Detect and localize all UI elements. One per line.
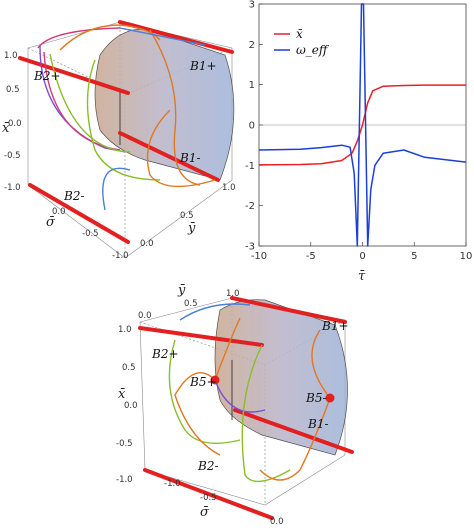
sigma-ticks-top: 0.0 -0.5 -1.0 — [52, 207, 129, 261]
plot3d-bottom: B1+ B2+ B5+ B5- B1- B2- 1.0 0.5 0.0 -0.5… — [116, 283, 354, 527]
point-label-b2minus: B2- — [63, 189, 85, 203]
red-lines-bottom — [138, 296, 354, 520]
sigma-ticks-bottom: -1.0 -0.5 0.0 — [164, 479, 284, 527]
b-points-top: B2+ B1+ B1- B2- — [33, 59, 217, 203]
y-tick: 1.0 — [226, 289, 240, 299]
trajectories — [37, 24, 216, 211]
fixed-point-b5plus — [210, 375, 220, 385]
x-tick: 1.0 — [4, 51, 18, 61]
y-tick: 0.0 — [138, 311, 152, 321]
point-label-b5minus: B5- — [305, 391, 327, 405]
x-tick: -1.0 — [116, 475, 133, 485]
plot2d-series — [258, 3, 467, 247]
x-tick: -1.0 — [4, 183, 21, 193]
plot2d-y-tick: -2 — [245, 201, 255, 212]
x-axis-label-bottom: x̄ — [118, 387, 126, 402]
y-axis-label-bottom: ȳ — [177, 283, 186, 298]
sigma-axis-label-top: σ̄ — [46, 215, 56, 230]
point-label-b5plus: B5+ — [189, 375, 217, 389]
point-label-b2plus-b: B2+ — [151, 347, 179, 361]
x-ticks-bottom: 1.0 0.5 0.0 -0.5 -1.0 — [116, 325, 138, 485]
sigma-tick: 0.0 — [52, 207, 66, 217]
y-tick: 0.5 — [184, 299, 198, 309]
point-label-b1minus-b: B1- — [307, 417, 329, 431]
plot2d-x-tick: 10 — [460, 251, 473, 262]
y-tick: 0.0 — [140, 239, 154, 249]
plot3d-top: B2+ B1+ B1- B2- 1.0 0.5 0.0 -0.5 -1.0 x̄… — [2, 20, 236, 261]
fixed-point-b5minus — [325, 393, 335, 403]
y-tick: 0.5 — [180, 211, 194, 221]
point-label-b2plus: B2+ — [33, 69, 61, 83]
x-ticks-top: 1.0 0.5 0.0 -0.5 -1.0 — [4, 51, 22, 193]
x-tick: -0.5 — [116, 439, 133, 449]
plot2d-x-tick: 5 — [411, 251, 417, 262]
sigma-tick: 0.0 — [270, 517, 284, 527]
x-tick: 0.0 — [8, 119, 22, 129]
plot2d-x-tick: -10 — [251, 251, 267, 262]
y-ticks-bottom: 0.0 0.5 1.0 — [138, 289, 240, 321]
plot2d-x-ticks: -10 -5 0 5 10 — [251, 242, 473, 262]
sigma-tick: -0.5 — [82, 229, 99, 239]
y-tick: 1.0 — [222, 183, 236, 193]
sigma-tick: -1.0 — [164, 479, 181, 489]
point-label-b1plus: B1+ — [189, 59, 217, 73]
x-tick: 0.5 — [122, 363, 136, 373]
sigma-tick: -0.5 — [200, 493, 217, 503]
trajectories-bottom — [168, 303, 331, 483]
y-ticks-top: 1.0 0.5 0.0 — [140, 183, 236, 249]
plot2d-y-tick: 1 — [249, 80, 255, 91]
plot2d-y-ticks: 3 2 1 0 -1 -2 -3 — [245, 0, 263, 253]
plot2d-legend: x̄ ω_eff — [274, 27, 330, 57]
sigma-axis-label-bottom: σ̄ — [200, 505, 210, 520]
sigma-tick: -1.0 — [112, 251, 129, 261]
point-label-b1plus-b: B1+ — [321, 319, 349, 333]
series-line-omega-eff — [258, 3, 467, 247]
x-tick: 0.0 — [124, 401, 138, 411]
plot2d-x-tick: 0 — [359, 251, 365, 262]
x-axis-label-top: x̄ — [2, 121, 10, 136]
series-line-x — [258, 84, 466, 166]
plot2d-y-tick: 2 — [249, 40, 255, 51]
plot2d-y-tick: -3 — [245, 242, 255, 253]
red-lines — [18, 20, 234, 244]
point-label-b2minus-b: B2- — [197, 459, 219, 473]
plot2d-y-tick: -1 — [245, 161, 255, 172]
legend-label-omega: ω_eff — [296, 43, 330, 57]
x-tick: 0.5 — [6, 85, 20, 95]
legend-label-x: x̄ — [296, 27, 303, 41]
plot2d-x-tick: -5 — [306, 251, 316, 262]
y-axis-label-top: ȳ — [187, 221, 196, 236]
point-label-b1minus: B1- — [179, 151, 201, 165]
plot2d-y-tick: 3 — [249, 0, 255, 11]
b-points-bottom: B1+ B2+ B5+ B5- B1- B2- — [151, 319, 349, 473]
invariant-surface — [94, 28, 235, 181]
plot2d-xlabel: τ̄ — [358, 269, 366, 284]
x-tick: -0.5 — [4, 151, 21, 161]
plot2d-y-tick: 0 — [249, 121, 255, 132]
x-tick: 1.0 — [118, 325, 132, 335]
